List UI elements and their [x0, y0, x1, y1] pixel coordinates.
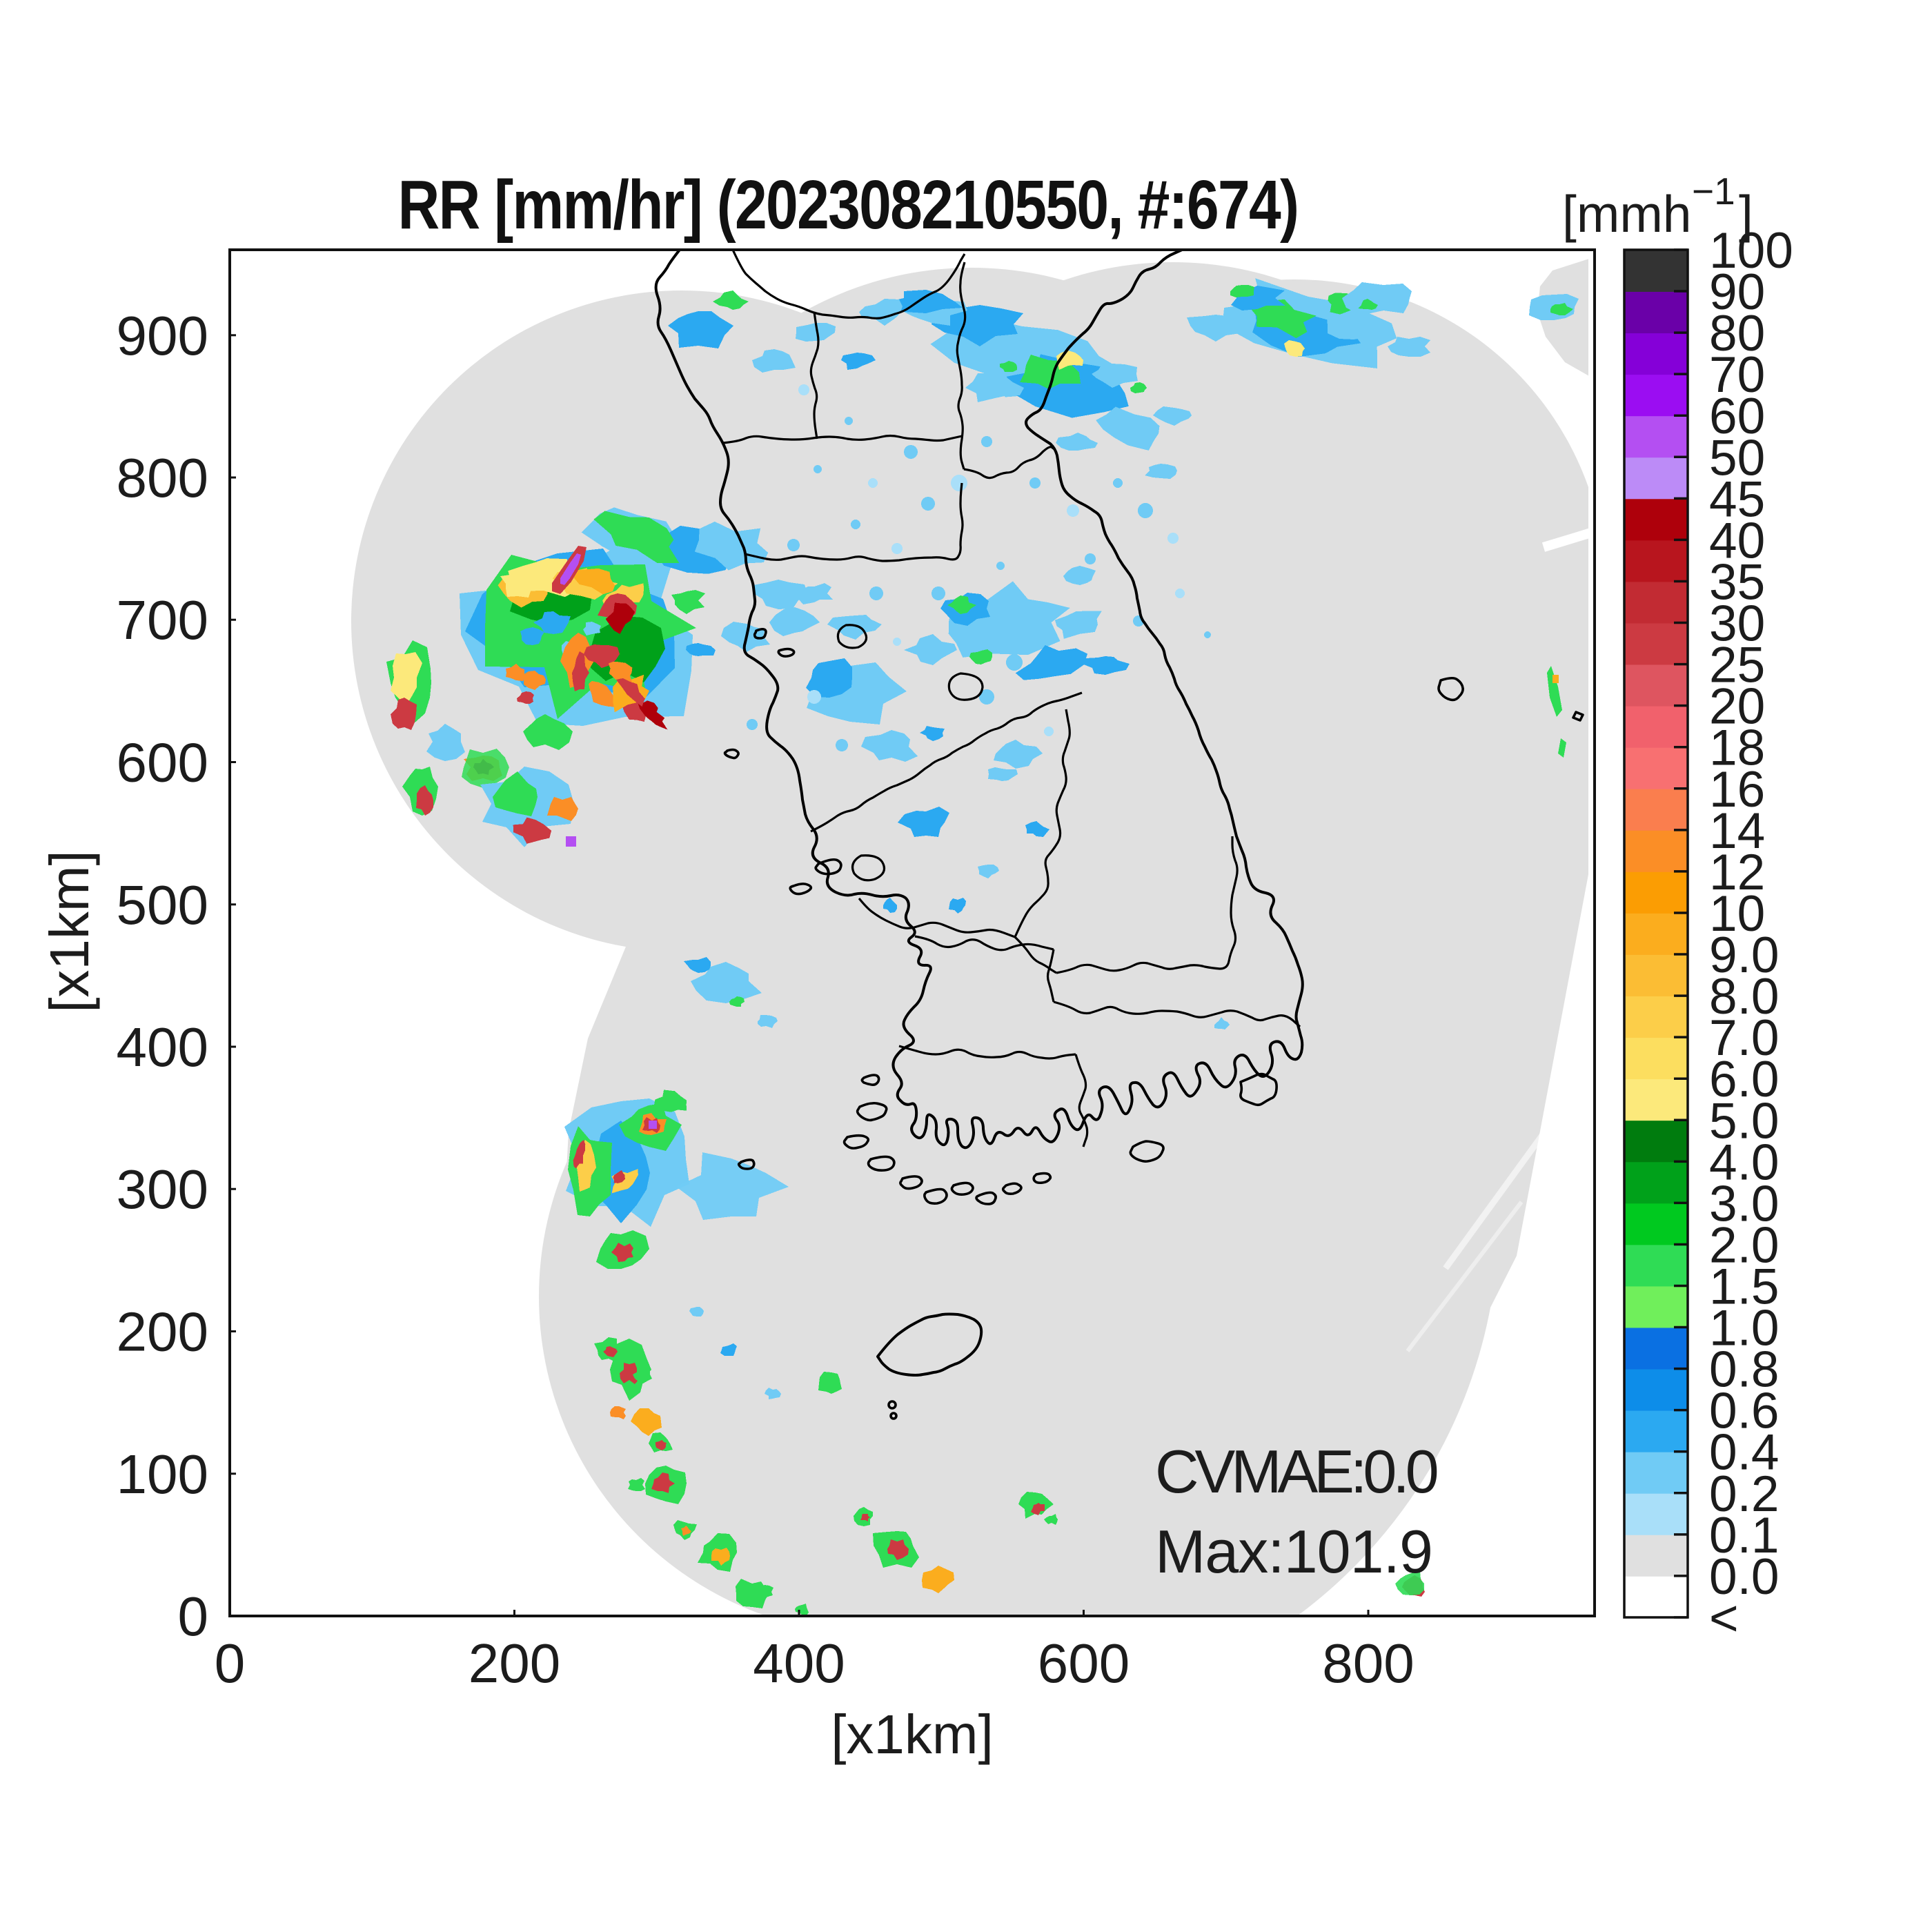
svg-text:0.4: 0.4: [1709, 1425, 1779, 1481]
svg-text:70: 70: [1709, 347, 1765, 403]
svg-text:1.0: 1.0: [1709, 1301, 1779, 1357]
svg-text:1.5: 1.5: [1709, 1259, 1779, 1315]
svg-text:45: 45: [1709, 471, 1765, 527]
svg-text:4.0: 4.0: [1709, 1134, 1779, 1190]
svg-text:8.0: 8.0: [1709, 969, 1779, 1025]
svg-text:60: 60: [1709, 388, 1765, 444]
svg-text:<: <: [1709, 1590, 1739, 1646]
svg-text:18: 18: [1709, 720, 1765, 776]
svg-text:40: 40: [1709, 513, 1765, 569]
svg-text:800: 800: [117, 447, 208, 509]
svg-text:400: 400: [117, 1016, 208, 1078]
svg-text:2.0: 2.0: [1709, 1217, 1779, 1273]
svg-text:600: 600: [1038, 1633, 1130, 1694]
svg-text:Max:101.9: Max:101.9: [1155, 1517, 1432, 1586]
svg-text:CVMAE:0.0: CVMAE:0.0: [1155, 1437, 1437, 1506]
svg-text:700: 700: [117, 589, 208, 651]
svg-text:600: 600: [117, 732, 208, 793]
svg-text:0: 0: [215, 1633, 246, 1694]
svg-text:9.0: 9.0: [1709, 927, 1779, 983]
svg-text:−1: −1: [1692, 170, 1735, 213]
svg-text:[x1km]: [x1km]: [39, 850, 100, 1013]
svg-text:0: 0: [178, 1586, 209, 1647]
svg-text:6.0: 6.0: [1709, 1052, 1779, 1107]
svg-text:[x1km]: [x1km]: [831, 1704, 994, 1765]
svg-text:7.0: 7.0: [1709, 1010, 1779, 1066]
svg-text:300: 300: [117, 1159, 208, 1220]
svg-text:900: 900: [117, 305, 208, 366]
svg-text:800: 800: [1322, 1633, 1414, 1694]
svg-text:80: 80: [1709, 306, 1765, 362]
svg-text:0.6: 0.6: [1709, 1383, 1779, 1439]
svg-text:50: 50: [1709, 430, 1765, 486]
svg-text:25: 25: [1709, 638, 1765, 693]
svg-text:0.0: 0.0: [1709, 1549, 1779, 1605]
svg-text:]: ]: [1739, 185, 1753, 243]
svg-text:100: 100: [1709, 223, 1793, 279]
svg-text:16: 16: [1709, 762, 1765, 818]
svg-text:0.2: 0.2: [1709, 1466, 1779, 1522]
svg-text:0.1: 0.1: [1709, 1508, 1779, 1564]
svg-text:400: 400: [753, 1633, 845, 1694]
svg-text:[mmh: [mmh: [1562, 185, 1692, 243]
svg-text:10: 10: [1709, 886, 1765, 942]
svg-text:14: 14: [1709, 803, 1765, 859]
svg-text:20: 20: [1709, 679, 1765, 735]
svg-text:RR [mm/hr] (202308210550, #:67: RR [mm/hr] (202308210550, #:674): [398, 166, 1299, 244]
svg-text:200: 200: [117, 1301, 208, 1363]
svg-text:12: 12: [1709, 845, 1765, 900]
svg-text:90: 90: [1709, 264, 1765, 320]
svg-text:100: 100: [117, 1443, 208, 1505]
svg-text:500: 500: [117, 874, 208, 936]
svg-text:200: 200: [469, 1633, 560, 1694]
svg-text:5.0: 5.0: [1709, 1093, 1779, 1149]
svg-text:35: 35: [1709, 555, 1765, 611]
svg-text:0.8: 0.8: [1709, 1342, 1779, 1398]
svg-text:3.0: 3.0: [1709, 1176, 1779, 1232]
svg-text:30: 30: [1709, 596, 1765, 652]
